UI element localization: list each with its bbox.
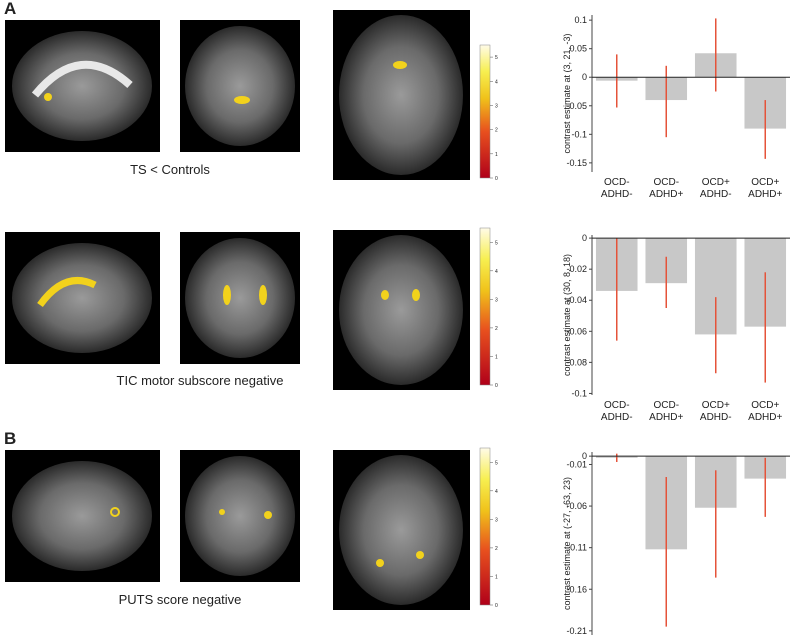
x-tick-label: OCD-: [604, 177, 630, 188]
activation-blob: [223, 285, 231, 305]
x-tick-label: ADHD-: [601, 189, 633, 200]
x-tick-label: OCD-: [604, 400, 630, 411]
y-tick-label: -0.15: [566, 158, 587, 168]
brain-structure: [31, 60, 133, 98]
y-tick-label: -0.1: [571, 129, 587, 139]
brain-shape: [12, 461, 152, 571]
y-tick-label: -0.08: [566, 357, 587, 367]
colorbar-tick-label: 2: [495, 546, 498, 552]
y-tick-label: 0: [582, 72, 587, 82]
colorbar-tick-label: 3: [495, 297, 498, 303]
y-tick-label: -0.1: [571, 388, 587, 398]
activation-blob: [110, 507, 120, 517]
x-tick-label: OCD+: [702, 400, 730, 411]
brain-shape: [339, 455, 463, 605]
y-tick-label: -0.21: [566, 626, 587, 636]
y-tick-label: -0.16: [566, 584, 587, 594]
brain-shape: [339, 235, 463, 385]
activation-blob: [259, 285, 267, 305]
activation-blob: [381, 290, 389, 300]
panel-label: A: [4, 0, 16, 18]
brain-shape: [12, 243, 152, 353]
colorbar-tick-label: 4: [495, 489, 498, 495]
y-axis-label: contrast estimate at (-27, -63, 23): [562, 477, 572, 610]
colorbar-tick-label: 3: [495, 517, 498, 523]
colorbar-tick-label: 1: [495, 574, 498, 580]
brain-shape: [185, 456, 295, 576]
activation-blob: [264, 511, 272, 519]
colorbar: [479, 227, 491, 386]
colorbar-tick-label: 3: [495, 103, 498, 109]
x-tick-label: OCD+: [751, 177, 779, 188]
brain-images: [5, 10, 470, 610]
x-tick-label: OCD+: [751, 400, 779, 411]
brain-shape: [339, 15, 463, 175]
x-tick-label: ADHD+: [649, 189, 683, 200]
colorbar-tick-label: 0: [495, 383, 498, 389]
caption: PUTS score negative: [119, 592, 242, 607]
y-tick-label: -0.06: [566, 501, 587, 511]
x-tick-label: ADHD+: [649, 412, 683, 423]
colorbar-tick-label: 1: [495, 354, 498, 360]
y-tick-label: -0.02: [566, 264, 587, 274]
colorbar-tick-label: 0: [495, 176, 498, 182]
colorbar-tick-label: 0: [495, 603, 498, 609]
y-axis-label: contrast estimate at (3, 21, -3): [562, 33, 572, 153]
y-tick-label: -0.11: [567, 543, 587, 553]
x-tick-label: ADHD-: [601, 412, 633, 423]
activation-blob: [219, 509, 225, 515]
colorbar-tick-label: 1: [495, 152, 498, 158]
brain-shape: [185, 238, 295, 358]
colorbar-tick-label: 4: [495, 79, 498, 85]
activation-blob: [416, 551, 424, 559]
caption: TS < Controls: [130, 162, 210, 177]
activation-blob: [37, 277, 97, 308]
y-tick-label: 0.05: [569, 44, 587, 54]
x-tick-label: ADHD-: [700, 189, 732, 200]
x-tick-label: ADHD-: [700, 412, 732, 423]
y-tick-label: 0: [582, 233, 587, 243]
brain-shape: [12, 31, 152, 141]
activation-blob: [412, 289, 420, 301]
x-tick-label: OCD+: [702, 177, 730, 188]
x-tick-label: ADHD+: [748, 412, 782, 423]
colorbar-tick-label: 5: [495, 240, 498, 246]
activation-blob: [393, 61, 407, 69]
colorbar-tick-label: 2: [495, 326, 498, 332]
colorbar: [479, 447, 491, 606]
colorbar-tick-label: 2: [495, 128, 498, 134]
colorbar: [479, 44, 491, 179]
y-tick-label: -0.05: [566, 101, 587, 111]
colorbar-tick-label: 5: [495, 460, 498, 466]
colorbar-tick-label: 4: [495, 269, 498, 275]
activation-blob: [234, 96, 250, 104]
y-axis-label: contrast estimate at (30, 8, 18): [562, 254, 572, 376]
y-tick-label: -0.01: [566, 459, 587, 469]
activation-blob: [44, 93, 52, 101]
x-tick-label: OCD-: [653, 177, 679, 188]
activation-blob: [376, 559, 384, 567]
y-tick-label: -0.04: [566, 295, 587, 305]
brain-shape: [185, 26, 295, 146]
y-tick-label: 0.1: [574, 15, 587, 25]
colorbar-tick-label: 5: [495, 55, 498, 61]
caption: TIC motor subscore negative: [117, 373, 284, 388]
x-tick-label: OCD-: [653, 400, 679, 411]
y-tick-label: -0.06: [566, 326, 587, 336]
panel-label: B: [4, 429, 16, 448]
x-tick-label: ADHD+: [748, 189, 782, 200]
y-tick-label: 0: [582, 451, 587, 461]
